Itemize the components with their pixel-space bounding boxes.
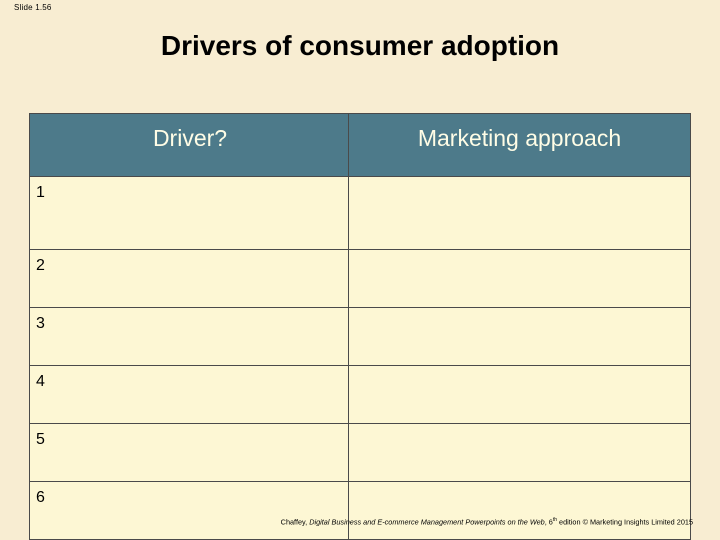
row-number: 3: [36, 315, 45, 332]
header-marketing-approach: Marketing approach: [348, 113, 691, 177]
marketing-cell: [348, 423, 691, 482]
row-number-cell: 2: [29, 249, 349, 308]
row-number-cell: 5: [29, 423, 349, 482]
table-row: 3: [29, 307, 691, 366]
table-row: 2: [29, 249, 691, 308]
table-row: 4: [29, 365, 691, 424]
table-row: 6: [29, 481, 691, 540]
table-header-row: Driver? Marketing approach: [29, 113, 691, 177]
row-number-cell: 6: [29, 481, 349, 540]
row-number-cell: 4: [29, 365, 349, 424]
row-number: 5: [36, 431, 45, 448]
row-number-cell: 1: [29, 176, 349, 250]
marketing-cell: [348, 307, 691, 366]
copyright-footer: Chaffey, Digital Business and E-commerce…: [281, 517, 693, 526]
slide-number: Slide 1.56: [14, 3, 52, 12]
row-number-cell: 3: [29, 307, 349, 366]
footer-book-title: Digital Business and E-commerce Manageme…: [309, 517, 545, 527]
footer-copyright: edition © Marketing Insights Limited 201…: [557, 517, 693, 527]
row-number: 6: [36, 489, 45, 506]
marketing-cell: [348, 249, 691, 308]
table-row: 1: [29, 176, 691, 250]
row-number: 4: [36, 373, 45, 390]
footer-edition-suffix: th: [552, 517, 558, 523]
footer-edition: , 6: [544, 517, 553, 527]
marketing-cell: [348, 176, 691, 250]
table-row: 5: [29, 423, 691, 482]
marketing-cell: [348, 365, 691, 424]
row-number: 1: [36, 184, 45, 201]
slide-title: Drivers of consumer adoption: [160, 30, 560, 61]
drivers-table: Driver? Marketing approach 1 2 3 4 5 6: [29, 113, 691, 540]
footer-author: Chaffey,: [280, 517, 310, 527]
row-number: 2: [36, 257, 45, 274]
header-driver: Driver?: [29, 113, 349, 177]
marketing-cell: [348, 481, 691, 540]
